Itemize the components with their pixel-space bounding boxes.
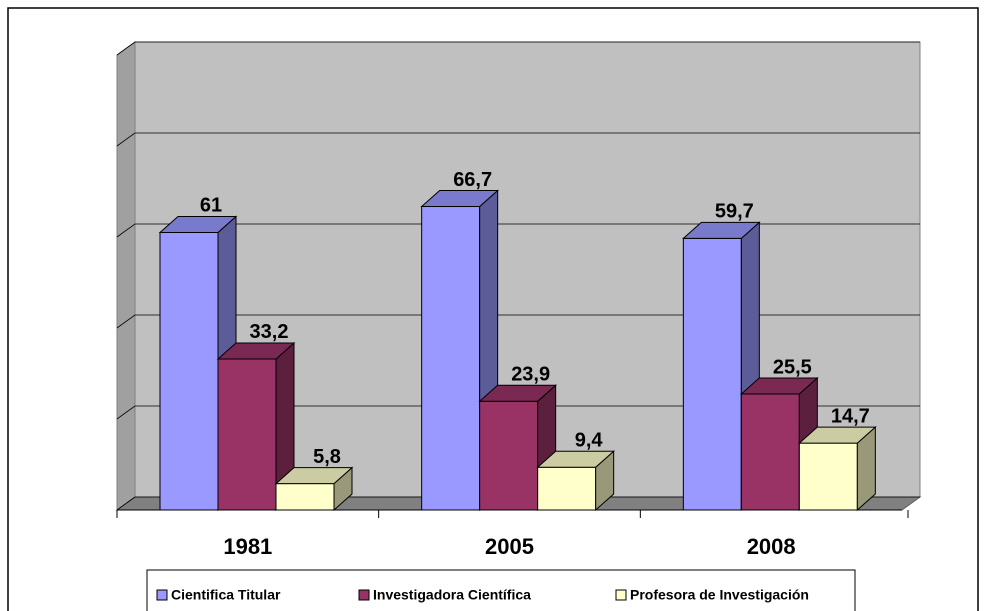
bar-top — [740, 377, 819, 395]
data-label: 23,9 — [511, 364, 550, 386]
data-label: 25,5 — [773, 356, 812, 378]
data-label: 33,2 — [250, 321, 289, 343]
bar-top — [478, 384, 557, 402]
bar-top — [420, 190, 499, 208]
bar — [536, 450, 615, 512]
grid-line — [116, 496, 920, 511]
x-tick-label: 2008 — [747, 534, 796, 559]
bar-front — [798, 442, 858, 511]
side-wall — [116, 41, 136, 511]
bar — [274, 466, 354, 512]
data-label: 66,7 — [453, 169, 492, 191]
legend-swatch — [615, 589, 627, 601]
grid-line — [116, 41, 920, 56]
grid-line — [116, 405, 920, 420]
data-label: 9,4 — [575, 430, 604, 452]
bar-front — [537, 466, 597, 511]
data-label: 61 — [200, 195, 222, 217]
bar-front — [275, 483, 335, 511]
bar-top — [798, 426, 877, 444]
legend-label: Investigadora Científica — [373, 587, 531, 603]
bar-front — [740, 393, 800, 511]
x-tick-label: 1981 — [223, 534, 272, 559]
legend-label: Cientifica Titular — [171, 587, 281, 603]
bar-top — [536, 450, 615, 468]
bar — [798, 426, 877, 512]
bar-front — [421, 206, 481, 511]
legend-swatch — [358, 589, 370, 601]
grid-line — [116, 314, 920, 329]
grid-line — [116, 223, 920, 238]
bar-top — [274, 467, 354, 485]
x-tick-label: 2005 — [485, 534, 534, 559]
bar-top — [216, 342, 296, 360]
legend — [146, 569, 856, 611]
bar-front — [217, 358, 277, 511]
legend-label: Profesora de Investigación — [630, 587, 809, 603]
bar-front — [479, 400, 539, 511]
bar-top — [682, 221, 761, 239]
legend-swatch — [156, 589, 168, 601]
bar-top — [158, 215, 238, 233]
bar-front — [682, 237, 742, 511]
data-label: 59,7 — [715, 201, 754, 223]
bar-front — [159, 231, 219, 511]
data-label: 14,7 — [831, 405, 870, 427]
data-label: 5,8 — [313, 446, 341, 468]
grid-line — [116, 132, 920, 147]
bar — [216, 341, 296, 512]
